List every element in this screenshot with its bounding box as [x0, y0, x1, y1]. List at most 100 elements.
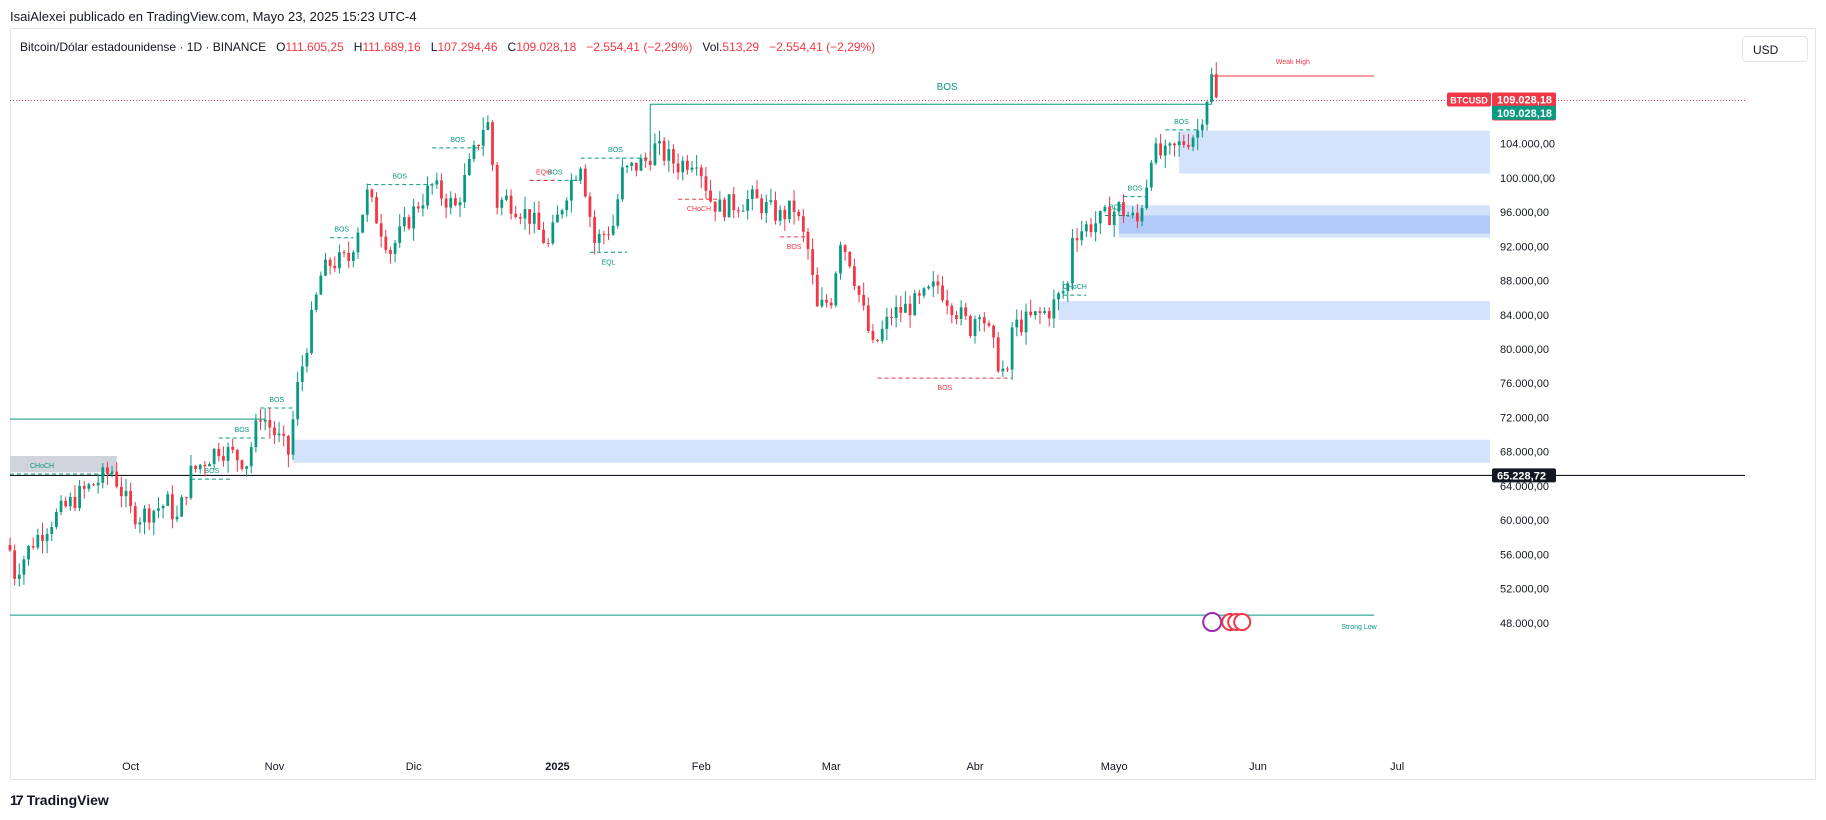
candle-body: [1126, 215, 1130, 217]
candle-body: [1075, 238, 1079, 241]
candle-body: [1052, 299, 1056, 319]
symbol-title: Bitcoin/Dólar estadounidense · 1D · BINA…: [20, 40, 267, 54]
candle-body: [175, 516, 179, 520]
candle-body: [421, 205, 425, 209]
big-bos-label: BOS: [937, 82, 958, 93]
candle-body: [523, 209, 527, 219]
candle-body: [1029, 311, 1033, 316]
candle-body: [217, 448, 221, 457]
candle-body: [361, 214, 364, 233]
candle-body: [1168, 143, 1172, 146]
candle-body: [110, 471, 114, 475]
y-tick-label: 104.000,00: [1500, 139, 1555, 151]
candle-body: [579, 168, 583, 180]
candle-body: [305, 352, 309, 367]
candle-body: [709, 190, 712, 202]
candle-body: [328, 259, 332, 266]
candle-body: [393, 242, 397, 255]
y-tick-label: 80.000,00: [1500, 344, 1549, 356]
candle-body: [324, 259, 327, 276]
candle-body: [1177, 141, 1181, 146]
candle-body: [208, 464, 211, 467]
high-label: H: [353, 40, 363, 54]
candle-body: [746, 199, 750, 211]
labels-layer: BTCUSD109.028,1804:36:23109.028,1865.228…: [1202, 92, 1556, 633]
zones-layer: CHoCH: [10, 130, 1490, 473]
candle-body: [1210, 74, 1214, 103]
candle-body: [78, 485, 81, 509]
tradingview-logo-text: TradingView: [26, 792, 109, 808]
candle-body: [170, 494, 174, 520]
candle-body: [416, 206, 420, 209]
candle-body: [1024, 311, 1028, 333]
candle-body: [286, 435, 290, 455]
candle-body: [1214, 74, 1218, 98]
candle-body: [115, 471, 119, 487]
candle-body: [737, 210, 740, 212]
candle-body: [964, 307, 968, 317]
candle-body: [50, 527, 54, 534]
candle-body: [143, 508, 146, 523]
structure-label: BOS: [1174, 119, 1189, 126]
candle-body: [379, 223, 383, 237]
currency-button[interactable]: USD: [1742, 36, 1808, 62]
candle-body: [333, 265, 337, 269]
structure-label: CHoCH: [687, 206, 711, 213]
candle-body: [625, 165, 629, 168]
tradingview-logo[interactable]: 17 TradingView: [10, 792, 109, 808]
candle-body: [1149, 162, 1153, 188]
candle-body: [1038, 311, 1042, 313]
candle-body: [630, 162, 634, 166]
x-tick-label: Abr: [966, 761, 983, 773]
event-bolt-icon: [1202, 612, 1223, 633]
candle-body: [73, 496, 77, 509]
candle-body: [1057, 293, 1060, 300]
candle-body: [899, 307, 903, 313]
candle-body: [495, 164, 499, 208]
candle-body: [602, 233, 606, 235]
candle-body: [514, 213, 518, 218]
candle-body: [1205, 102, 1209, 125]
candle-body: [92, 484, 95, 486]
candle-body: [783, 209, 787, 220]
structure-label: EQL: [601, 259, 615, 266]
candle-body: [351, 252, 355, 261]
candle-body: [435, 180, 439, 185]
candle-body: [764, 202, 768, 214]
candle-body: [653, 143, 657, 166]
candle-body: [13, 550, 17, 579]
structure-label: BOS: [1128, 186, 1143, 193]
y-tick-label: 60.000,00: [1500, 515, 1549, 527]
candle-body: [282, 433, 286, 436]
candle-body: [973, 319, 977, 336]
candle-body: [755, 189, 759, 199]
candle-body: [551, 222, 555, 244]
candle-body: [222, 456, 225, 461]
candle-body: [426, 185, 429, 206]
x-tick-label: Feb: [692, 761, 711, 773]
y-tick-label: 92.000,00: [1500, 241, 1549, 253]
candle-body: [713, 201, 717, 212]
candle-body: [774, 200, 777, 221]
candle-body: [296, 381, 300, 420]
high-value: 111.689,16: [362, 40, 421, 54]
candle-body: [532, 212, 536, 224]
change-value: −2.554,41 (−2,29%): [586, 40, 693, 54]
candle-body: [1084, 224, 1088, 232]
candle-body: [101, 467, 105, 483]
candle-body: [788, 200, 791, 220]
candle-body: [263, 419, 267, 422]
level-price-tag: [1492, 468, 1556, 483]
symbol-tag-text: BTCUSD: [1450, 96, 1488, 106]
structure-label: Weak High: [1276, 59, 1310, 66]
candle-body: [440, 180, 443, 199]
candle-body: [245, 466, 249, 469]
candle-body: [189, 465, 193, 499]
candle-body: [634, 162, 638, 171]
candle-body: [820, 299, 824, 307]
candle-body: [310, 309, 313, 353]
candle-body: [597, 233, 601, 243]
candle-body: [574, 179, 578, 181]
supply-demand-zone: [293, 439, 1490, 463]
